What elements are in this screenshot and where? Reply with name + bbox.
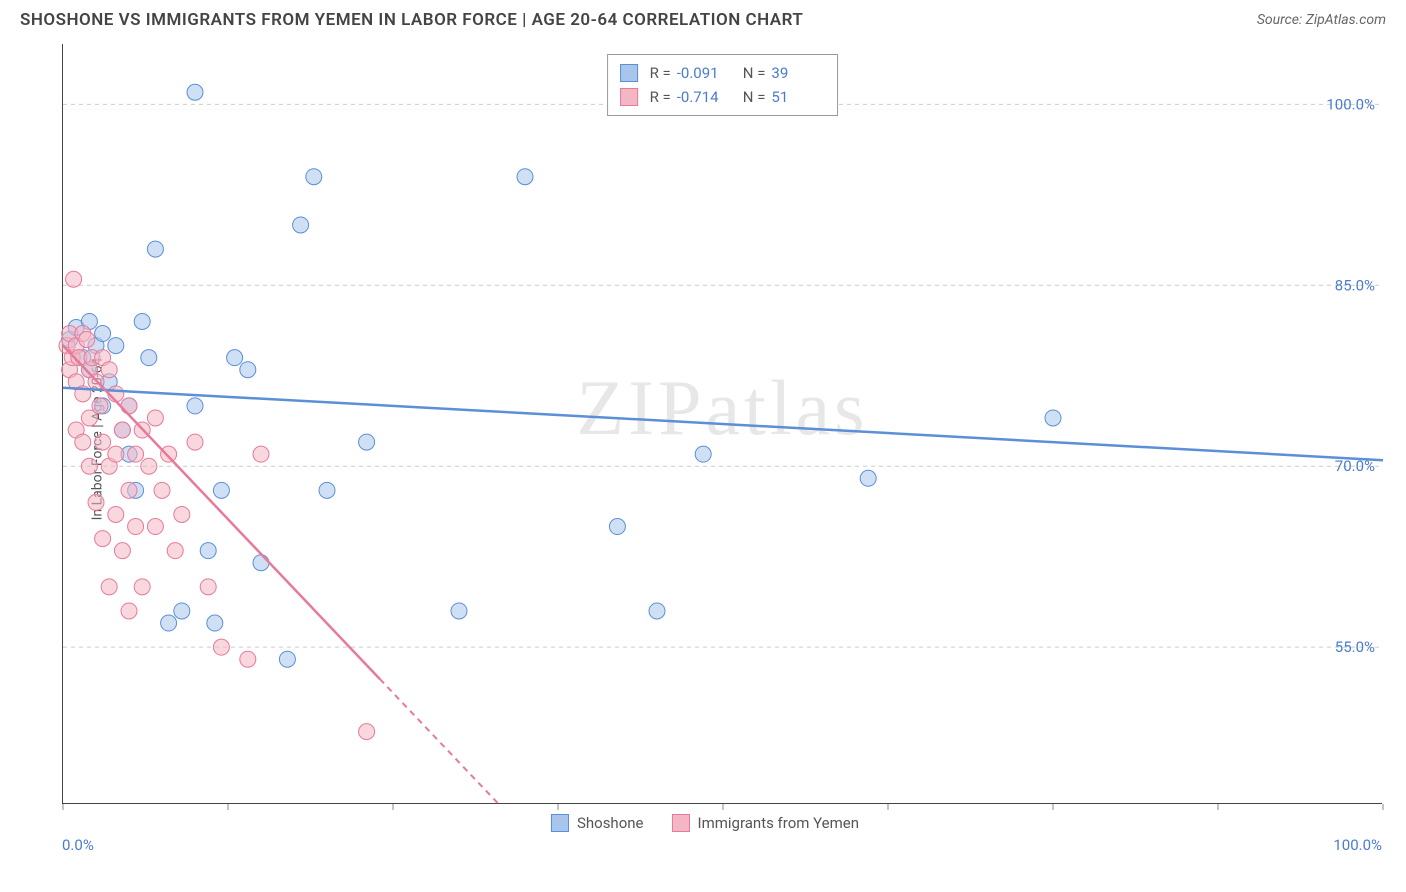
- data-point: [306, 169, 322, 185]
- data-point: [75, 434, 91, 450]
- legend-swatch: [551, 814, 569, 832]
- r-label: R =: [650, 85, 671, 109]
- data-point: [253, 446, 269, 462]
- data-point: [174, 603, 190, 619]
- data-point: [108, 338, 124, 354]
- data-point: [128, 519, 144, 535]
- n-label: N =: [743, 61, 766, 85]
- data-point: [227, 350, 243, 366]
- data-point: [114, 543, 130, 559]
- data-point: [293, 217, 309, 233]
- r-label: R =: [650, 61, 671, 85]
- data-point: [108, 446, 124, 462]
- y-tick-label: 55.0%: [1335, 638, 1375, 656]
- data-point: [88, 494, 104, 510]
- data-point: [147, 410, 163, 426]
- legend-swatch: [620, 64, 638, 82]
- data-point: [79, 332, 95, 348]
- data-point: [451, 603, 467, 619]
- data-point: [134, 313, 150, 329]
- data-point: [154, 482, 170, 498]
- data-point: [253, 555, 269, 571]
- n-value: 51: [771, 85, 825, 109]
- data-point: [128, 446, 144, 462]
- data-point: [92, 398, 108, 414]
- data-point: [213, 482, 229, 498]
- data-point: [66, 271, 82, 287]
- data-point: [121, 603, 137, 619]
- data-point: [649, 603, 665, 619]
- data-point: [81, 458, 97, 474]
- data-point: [147, 241, 163, 257]
- y-tick-label: 100.0%: [1326, 95, 1375, 113]
- data-point: [114, 422, 130, 438]
- regression-line-extrapolated: [380, 679, 499, 804]
- r-value: -0.091: [677, 61, 731, 85]
- data-point: [319, 482, 335, 498]
- stats-legend-row: R = -0.091 N =39: [620, 61, 826, 85]
- data-point: [517, 169, 533, 185]
- data-point: [174, 506, 190, 522]
- data-point: [187, 398, 203, 414]
- data-point: [213, 639, 229, 655]
- chart-title: SHOSHONE VS IMMIGRANTS FROM YEMEN IN LAB…: [20, 10, 803, 30]
- data-point: [200, 543, 216, 559]
- data-point: [161, 615, 177, 631]
- data-point: [240, 651, 256, 667]
- data-point: [207, 615, 223, 631]
- plot-svg: 55.0%70.0%85.0%100.0%: [63, 44, 1382, 803]
- n-value: 39: [771, 61, 825, 85]
- data-point: [95, 326, 111, 342]
- data-point: [240, 362, 256, 378]
- data-point: [1045, 410, 1061, 426]
- data-point: [95, 434, 111, 450]
- data-point: [95, 531, 111, 547]
- x-axis-min-label: 0.0%: [62, 836, 94, 854]
- data-point: [695, 446, 711, 462]
- y-tick-label: 85.0%: [1335, 276, 1375, 294]
- data-point: [187, 434, 203, 450]
- data-point: [141, 350, 157, 366]
- data-point: [147, 519, 163, 535]
- source-attribution: Source: ZipAtlas.com: [1257, 12, 1386, 28]
- chart-container: In Labor Force | Age 20-64 ZIPatlas 55.0…: [20, 44, 1390, 834]
- data-point: [134, 579, 150, 595]
- legend-label: Immigrants from Yemen: [698, 814, 860, 832]
- data-point: [187, 84, 203, 100]
- stats-legend: R = -0.091 N =39 R = -0.714 N =51: [607, 54, 839, 116]
- data-point: [860, 470, 876, 486]
- data-point: [108, 506, 124, 522]
- data-point: [609, 519, 625, 535]
- data-point: [121, 398, 137, 414]
- legend-swatch: [620, 88, 638, 106]
- data-point: [101, 362, 117, 378]
- data-point: [359, 434, 375, 450]
- data-point: [121, 482, 137, 498]
- x-axis-max-label: 100.0%: [1333, 836, 1382, 854]
- plot-area: ZIPatlas 55.0%70.0%85.0%100.0% R =-0.091…: [62, 44, 1382, 804]
- n-label: N =: [743, 85, 766, 109]
- data-point: [167, 543, 183, 559]
- data-point: [101, 579, 117, 595]
- legend-label: Shoshone: [577, 814, 644, 832]
- legend-item: Immigrants from Yemen: [672, 814, 860, 832]
- data-point: [359, 724, 375, 740]
- legend-swatch: [672, 814, 690, 832]
- series-legend: Shoshone Immigrants from Yemen: [551, 814, 859, 832]
- r-value: -0.714: [677, 85, 731, 109]
- legend-item: Shoshone: [551, 814, 644, 832]
- data-point: [161, 446, 177, 462]
- data-point: [279, 651, 295, 667]
- data-point: [141, 458, 157, 474]
- stats-legend-row: R = -0.714 N =51: [620, 85, 826, 109]
- data-point: [200, 579, 216, 595]
